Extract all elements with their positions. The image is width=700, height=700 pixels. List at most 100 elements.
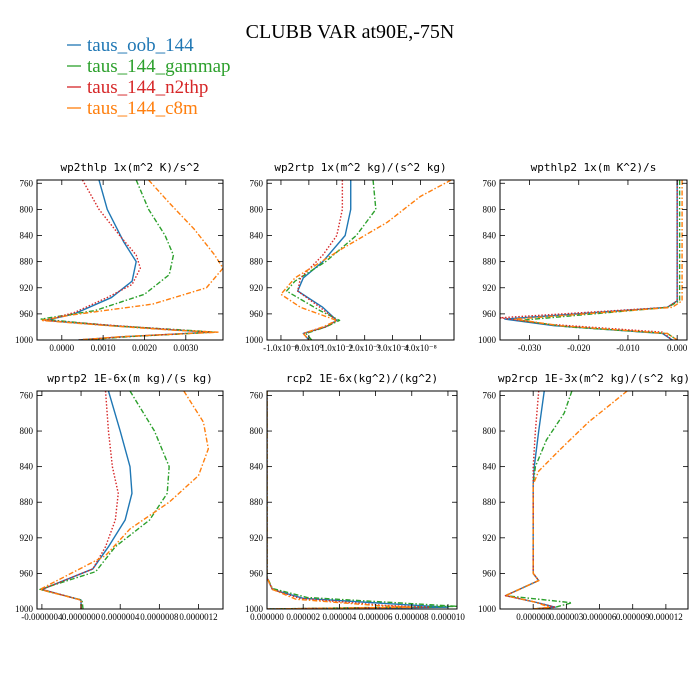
x-tick-label: -0.020 (567, 343, 591, 353)
chart-panel-5: rcp2 1E-6x(kg^2)/(kg^2) 760 800 840 880 920 96… (245, 372, 465, 622)
x-tick-label: 0.000012 (649, 612, 683, 622)
y-tick-label: 760 (483, 178, 497, 188)
x-tick-label: 0.000004 (323, 612, 357, 622)
chart-panel-2: wp2rtp 1x(m^2 kg)/(s^2 kg) 760 800 840 880 92… (245, 161, 455, 353)
y-tick-label: 760 (483, 390, 497, 400)
series-line-taus_144_c8m (504, 391, 628, 609)
plot-frame (499, 179, 688, 341)
x-tick-label: 0.0000008 (140, 612, 179, 622)
y-tick-label: 760 (250, 178, 264, 188)
x-tick-label: 0.0010 (91, 343, 116, 353)
y-tick-label: 800 (20, 426, 34, 436)
y-tick-label: 880 (483, 257, 497, 267)
y-tick-label: 880 (250, 497, 264, 507)
panels: wp2thlp 1x(m^2 K)/s^2 760 800 840 880 920 960 1… (15, 161, 690, 622)
chart-panel-4: wprtp2 1E-6x(m kg)/(s kg) 760 800 840 880 920… (15, 372, 224, 622)
series-line-taus_144_c8m (267, 391, 413, 609)
x-tick-label: 0.000010 (431, 612, 465, 622)
series-line-taus_144_n2thp (504, 391, 556, 609)
chart-panel-1: wp2thlp 1x(m^2 K)/s^2 760 800 840 880 920 960 1… (15, 161, 224, 353)
y-tick-label: 1000 (245, 335, 264, 345)
x-tick-label: 0.0030 (173, 343, 198, 353)
y-tick-label: 920 (483, 283, 497, 293)
panel-title: wp2rtp 1x(m^2 kg)/(s^2 kg) (274, 161, 446, 174)
y-tick-label: 760 (20, 178, 34, 188)
legend-label-taus_144_n2thp: taus_144_n2thp (87, 77, 208, 98)
x-tick-label: 0.0x10⁰ (295, 343, 324, 353)
y-tick-label: 760 (250, 390, 264, 400)
x-tick-label: 0.0000 (49, 343, 74, 353)
series-line-taus_oob_144 (504, 391, 556, 609)
series-line-taus_144_n2thp (297, 180, 344, 340)
x-tick-label: 0.000006 (583, 612, 617, 622)
plot-frame (266, 390, 458, 610)
y-tick-label: 840 (20, 462, 34, 472)
series-line-taus_oob_144 (44, 180, 212, 340)
y-tick-label: 800 (20, 204, 34, 214)
series-line-taus_144_c8m (39, 391, 210, 609)
series-line-taus_oob_144 (504, 180, 678, 340)
x-tick-label: 0.000002 (286, 612, 320, 622)
series-line-taus_144_gammap (267, 391, 457, 609)
chart-panel-6: wp2rcp 1E-3x(m^2 kg)/(s^2 kg)760 800 840 88… (478, 372, 690, 622)
x-tick-label: -0.010 (616, 343, 640, 353)
y-tick-label: 800 (483, 426, 497, 436)
legend-label-taus_oob_144: taus_oob_144 (87, 35, 194, 56)
y-tick-label: 840 (483, 462, 497, 472)
figure-title: CLUBB VAR at90E,-75N (246, 21, 455, 43)
plot-frame (499, 390, 689, 610)
x-tick-label: 0.0000012 (179, 612, 217, 622)
x-tick-label: 1.0x10⁻⁸ (320, 343, 353, 353)
x-tick-label: -0.0000004 (21, 612, 63, 622)
y-tick-label: 960 (483, 309, 497, 319)
x-tick-label: 0.000000 (516, 612, 550, 622)
legend: taus_oob_144taus_144_gammaptaus_144_n2th… (67, 35, 231, 119)
y-tick-label: 1000 (478, 604, 497, 614)
plot-frame (36, 179, 224, 341)
y-tick-label: 960 (250, 309, 264, 319)
y-tick-label: 800 (250, 204, 264, 214)
y-tick-label: 920 (250, 533, 264, 543)
y-tick-label: 840 (483, 231, 497, 241)
y-tick-label: 800 (250, 426, 264, 436)
x-tick-label: 0.000003 (549, 612, 583, 622)
y-tick-label: 1000 (15, 604, 34, 614)
x-tick-label: 0.0000000 (62, 612, 101, 622)
y-tick-label: 920 (250, 283, 264, 293)
y-tick-label: 1000 (245, 604, 264, 614)
x-tick-label: 0.000008 (395, 612, 429, 622)
series-line-taus_144_n2thp (500, 180, 678, 340)
x-tick-label: 0.000000 (250, 612, 284, 622)
x-tick-label: 0.000009 (616, 612, 650, 622)
legend-label-taus_144_c8m: taus_144_c8m (87, 98, 198, 119)
y-tick-label: 880 (20, 257, 34, 267)
y-tick-label: 960 (250, 568, 264, 578)
legend-label-taus_144_gammap: taus_144_gammap (87, 56, 231, 77)
series-line-taus_144_gammap (39, 391, 170, 609)
y-tick-label: 920 (20, 283, 34, 293)
y-tick-label: 920 (20, 533, 34, 543)
y-tick-label: 840 (250, 462, 264, 472)
x-tick-label: 0.000 (667, 343, 688, 353)
x-tick-label: 3.0x10⁻⁸ (376, 343, 409, 353)
y-tick-label: 960 (483, 568, 497, 578)
series-line-taus_144_c8m (514, 180, 683, 340)
series-line-taus_144_gammap (285, 180, 377, 340)
y-tick-label: 1000 (478, 335, 497, 345)
series-line-taus_oob_144 (267, 391, 449, 609)
x-tick-label: 4.0x10⁻⁸ (404, 343, 437, 353)
x-tick-label: 2.0x10⁻⁸ (348, 343, 381, 353)
panel-title: wpthlp2 1x(m K^2)/s (531, 161, 657, 174)
plot-frame (266, 179, 455, 341)
series-line-taus_144_n2thp (44, 180, 212, 340)
y-tick-label: 840 (20, 231, 34, 241)
y-tick-label: 840 (250, 231, 264, 241)
panel-title: wprtp2 1E-6x(m kg)/(s kg) (47, 372, 213, 385)
x-tick-label: 0.0020 (132, 343, 157, 353)
panel-title: wp2rcp 1E-3x(m^2 kg)/(s^2 kg) (498, 372, 690, 385)
y-tick-label: 760 (20, 390, 34, 400)
series-line-taus_144_c8m (280, 180, 452, 340)
y-tick-label: 800 (483, 204, 497, 214)
y-tick-label: 880 (250, 257, 264, 267)
